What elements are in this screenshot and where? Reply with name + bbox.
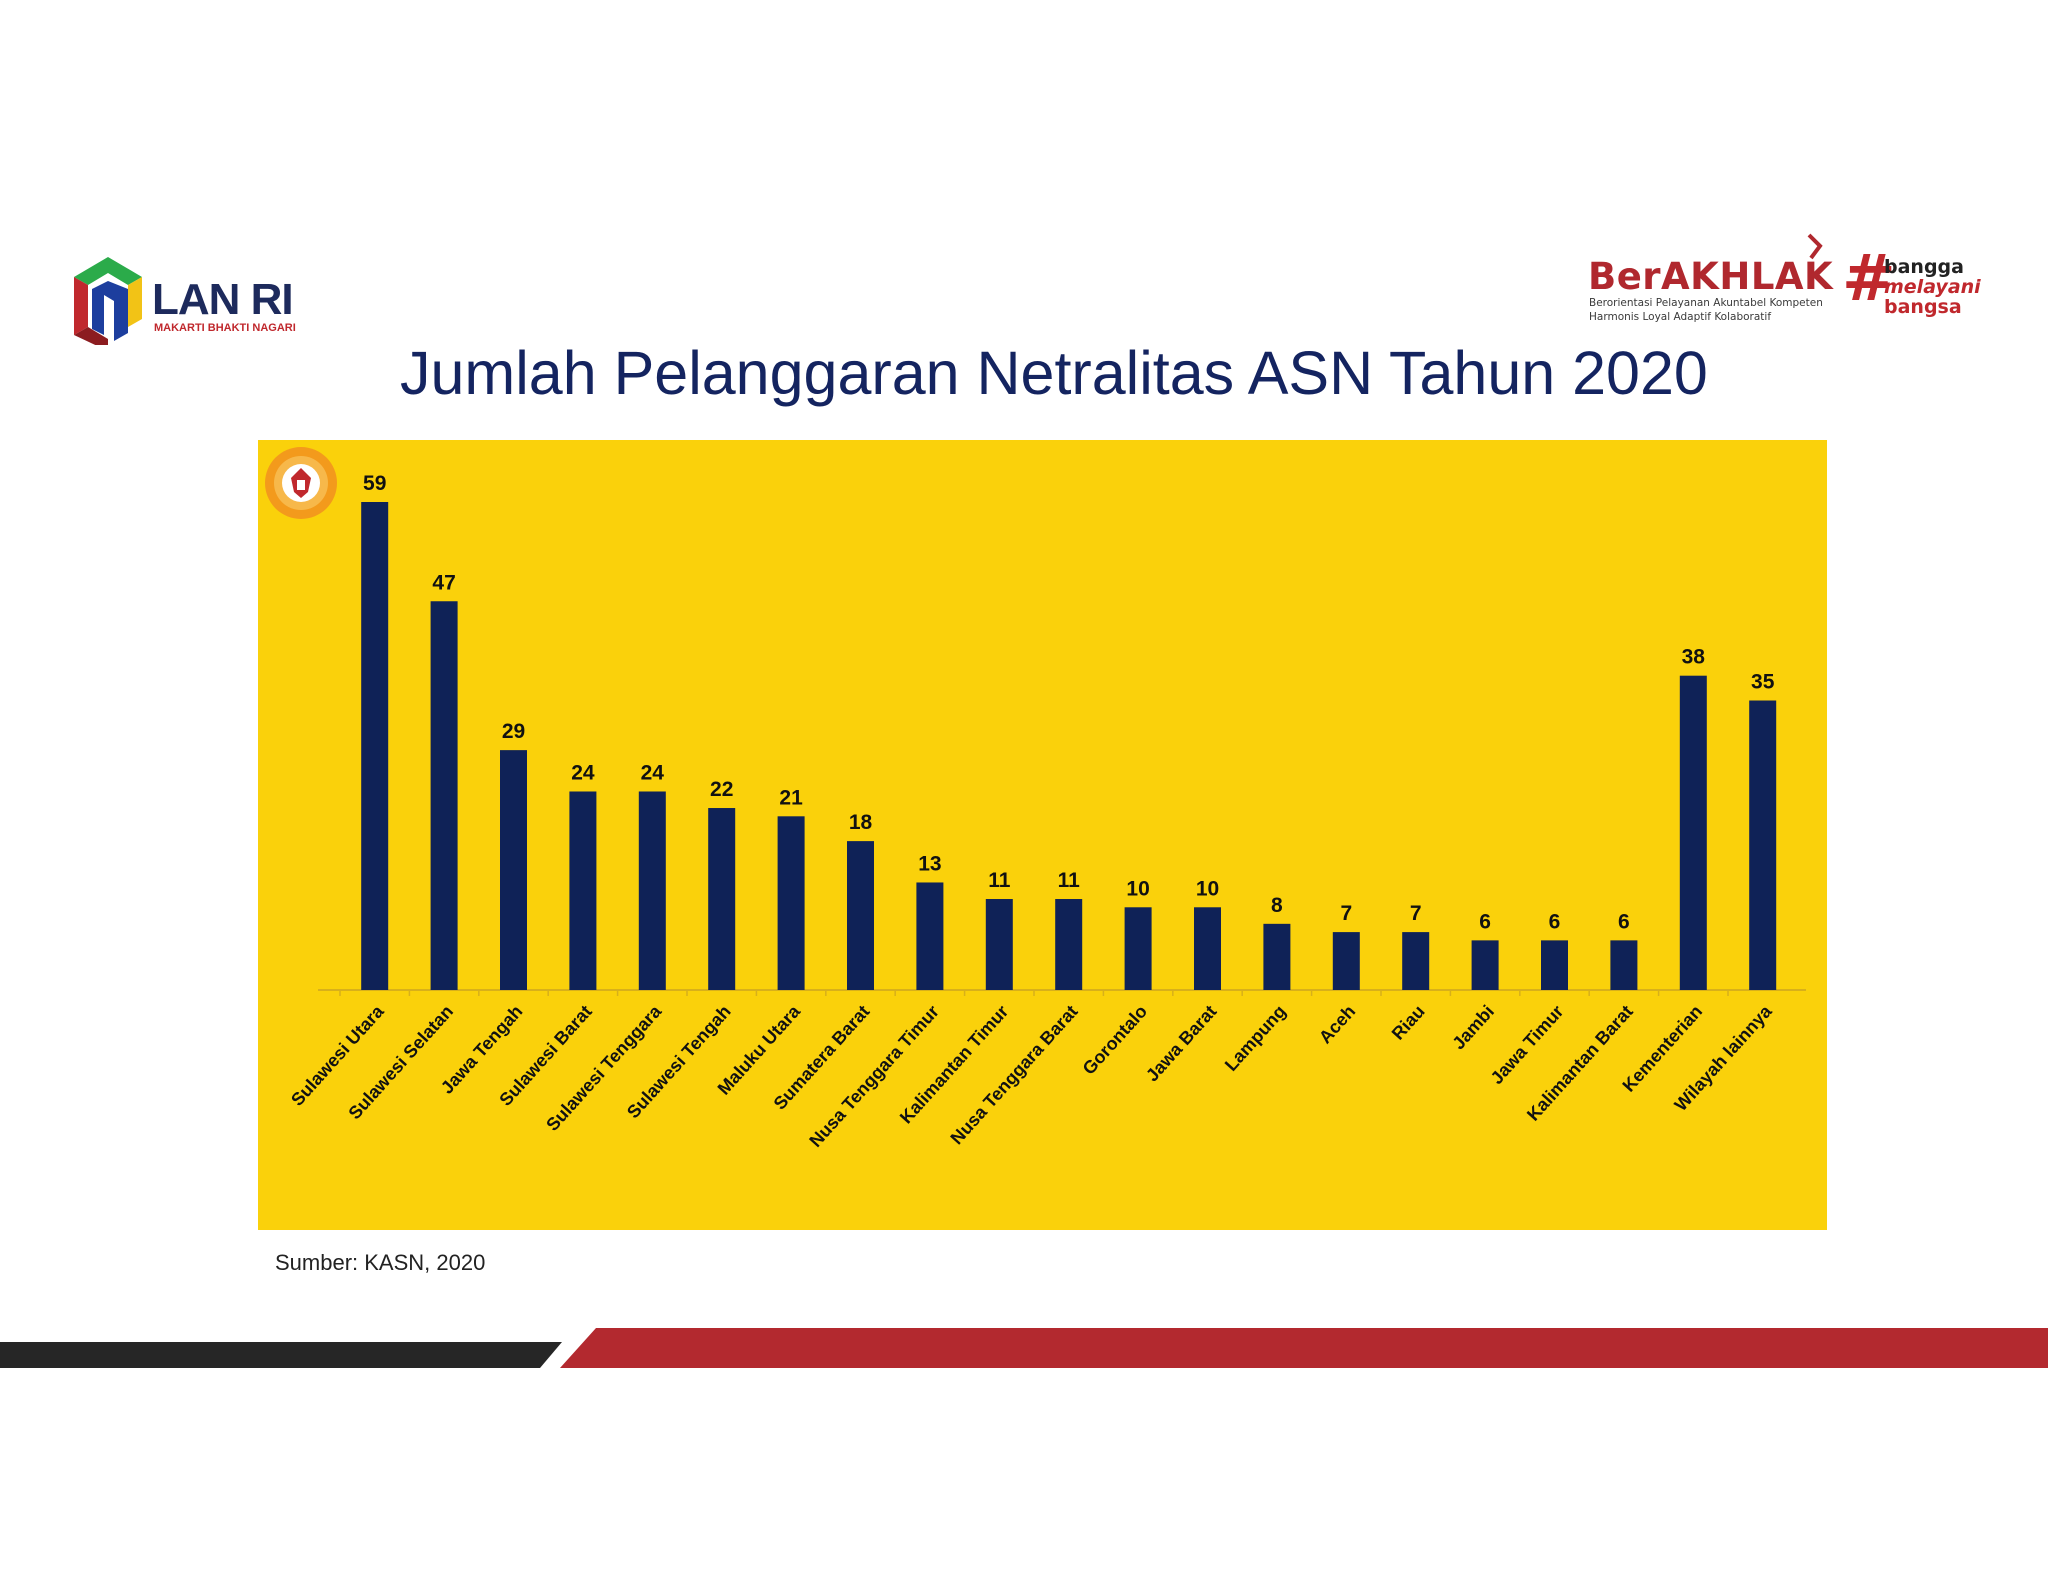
bar xyxy=(500,750,527,990)
category-label: Lampung xyxy=(1221,1001,1290,1075)
bar xyxy=(569,791,597,990)
bar-value-label: 24 xyxy=(571,761,595,784)
lan-ri-tagline: MAKARTI BHAKTI NAGARI xyxy=(154,322,296,334)
bar xyxy=(1679,675,1707,990)
bar xyxy=(985,899,1013,990)
category-label: Gorontalo xyxy=(1079,1001,1151,1078)
bar-value-label: 8 xyxy=(1271,894,1283,917)
lan-ri-name: LAN RI xyxy=(152,275,294,324)
slide-title: Jumlah Pelanggaran Netralitas ASN Tahun … xyxy=(400,339,1708,407)
bar xyxy=(1124,907,1152,990)
bar-value-label: 21 xyxy=(779,786,803,809)
bar-value-label: 35 xyxy=(1751,671,1775,694)
bar-value-label: 22 xyxy=(710,778,733,801)
category-label: Aceh xyxy=(1315,1001,1359,1047)
bar xyxy=(430,601,458,990)
category-label: Nusa Tenggara Timur xyxy=(805,1001,943,1151)
berakhlak-logo: BerAKHLAK Berorientasi Pelayanan Akuntab… xyxy=(1585,230,1833,330)
bar xyxy=(777,816,805,990)
berakhlak-values-line1: Berorientasi Pelayanan Akuntabel Kompete… xyxy=(1589,297,1823,309)
bar xyxy=(1402,932,1430,990)
bar xyxy=(847,841,874,990)
chart-panel: 59 Sulawesi Utara 47 Sulawesi Selatan 29 Jawa… xyxy=(258,440,1827,1230)
bar xyxy=(1610,940,1638,990)
bar xyxy=(1263,923,1291,990)
bar-value-label: 47 xyxy=(432,571,455,594)
bar-value-label: 24 xyxy=(641,761,665,784)
berakhlak-values-line2: Harmonis Loyal Adaptif Kolaboratif xyxy=(1589,311,1772,323)
berakhlak-word: BerAKHLAK xyxy=(1588,255,1834,298)
bar-value-label: 6 xyxy=(1479,910,1491,933)
bar-value-label: 38 xyxy=(1682,646,1706,669)
bar xyxy=(708,808,736,990)
category-label: Jawa Barat xyxy=(1142,1001,1220,1085)
bar xyxy=(1055,899,1083,990)
bar-value-label: 13 xyxy=(918,852,941,875)
bar xyxy=(638,791,666,990)
bar-value-label: 29 xyxy=(502,720,525,743)
chevron-icon xyxy=(1807,233,1823,260)
bar-value-label: 6 xyxy=(1618,910,1630,933)
category-label: Sulawesi Tenggara xyxy=(542,1001,666,1135)
lan-ri-logo-icon xyxy=(74,257,142,345)
source-note: Sumber: KASN, 2020 xyxy=(275,1250,486,1275)
footer-stripes xyxy=(0,1328,2048,1368)
bar-value-label: 11 xyxy=(988,869,1011,892)
bar xyxy=(1471,940,1499,990)
category-label: Jambi xyxy=(1448,1001,1498,1053)
category-label: Nusa Tenggara Barat xyxy=(947,1001,1082,1148)
bar-value-label: 7 xyxy=(1410,902,1422,925)
hashtag-icon: # xyxy=(1842,242,1896,316)
bar xyxy=(1749,700,1777,990)
bar-value-label: 10 xyxy=(1196,877,1219,900)
bar xyxy=(1332,932,1360,990)
bar-value-label: 10 xyxy=(1126,877,1149,900)
bangsa-word: bangsa xyxy=(1884,296,1962,318)
bar xyxy=(1194,907,1221,990)
bar-value-label: 6 xyxy=(1549,910,1561,933)
bar xyxy=(1541,940,1568,990)
bar-value-label: 18 xyxy=(849,811,873,834)
footer-red-stripe xyxy=(560,1328,2048,1368)
lan-ri-logo: LAN RI MAKARTI BHAKTI NAGARI xyxy=(70,255,320,355)
bar xyxy=(916,882,944,990)
melayani-word: melayani xyxy=(1884,276,1981,298)
footer-dark-stripe xyxy=(0,1342,562,1368)
bar-value-label: 7 xyxy=(1340,902,1352,925)
bangga-melayani-bangsa-logo: # bangga melayani bangsa xyxy=(1842,247,1992,335)
kasn-emblem-icon xyxy=(265,447,337,519)
bar xyxy=(361,502,389,990)
bar-value-label: 59 xyxy=(363,472,386,495)
bangga-word: bangga xyxy=(1884,256,1964,278)
category-label: Riau xyxy=(1388,1001,1429,1043)
bar-value-label: 11 xyxy=(1058,869,1081,892)
